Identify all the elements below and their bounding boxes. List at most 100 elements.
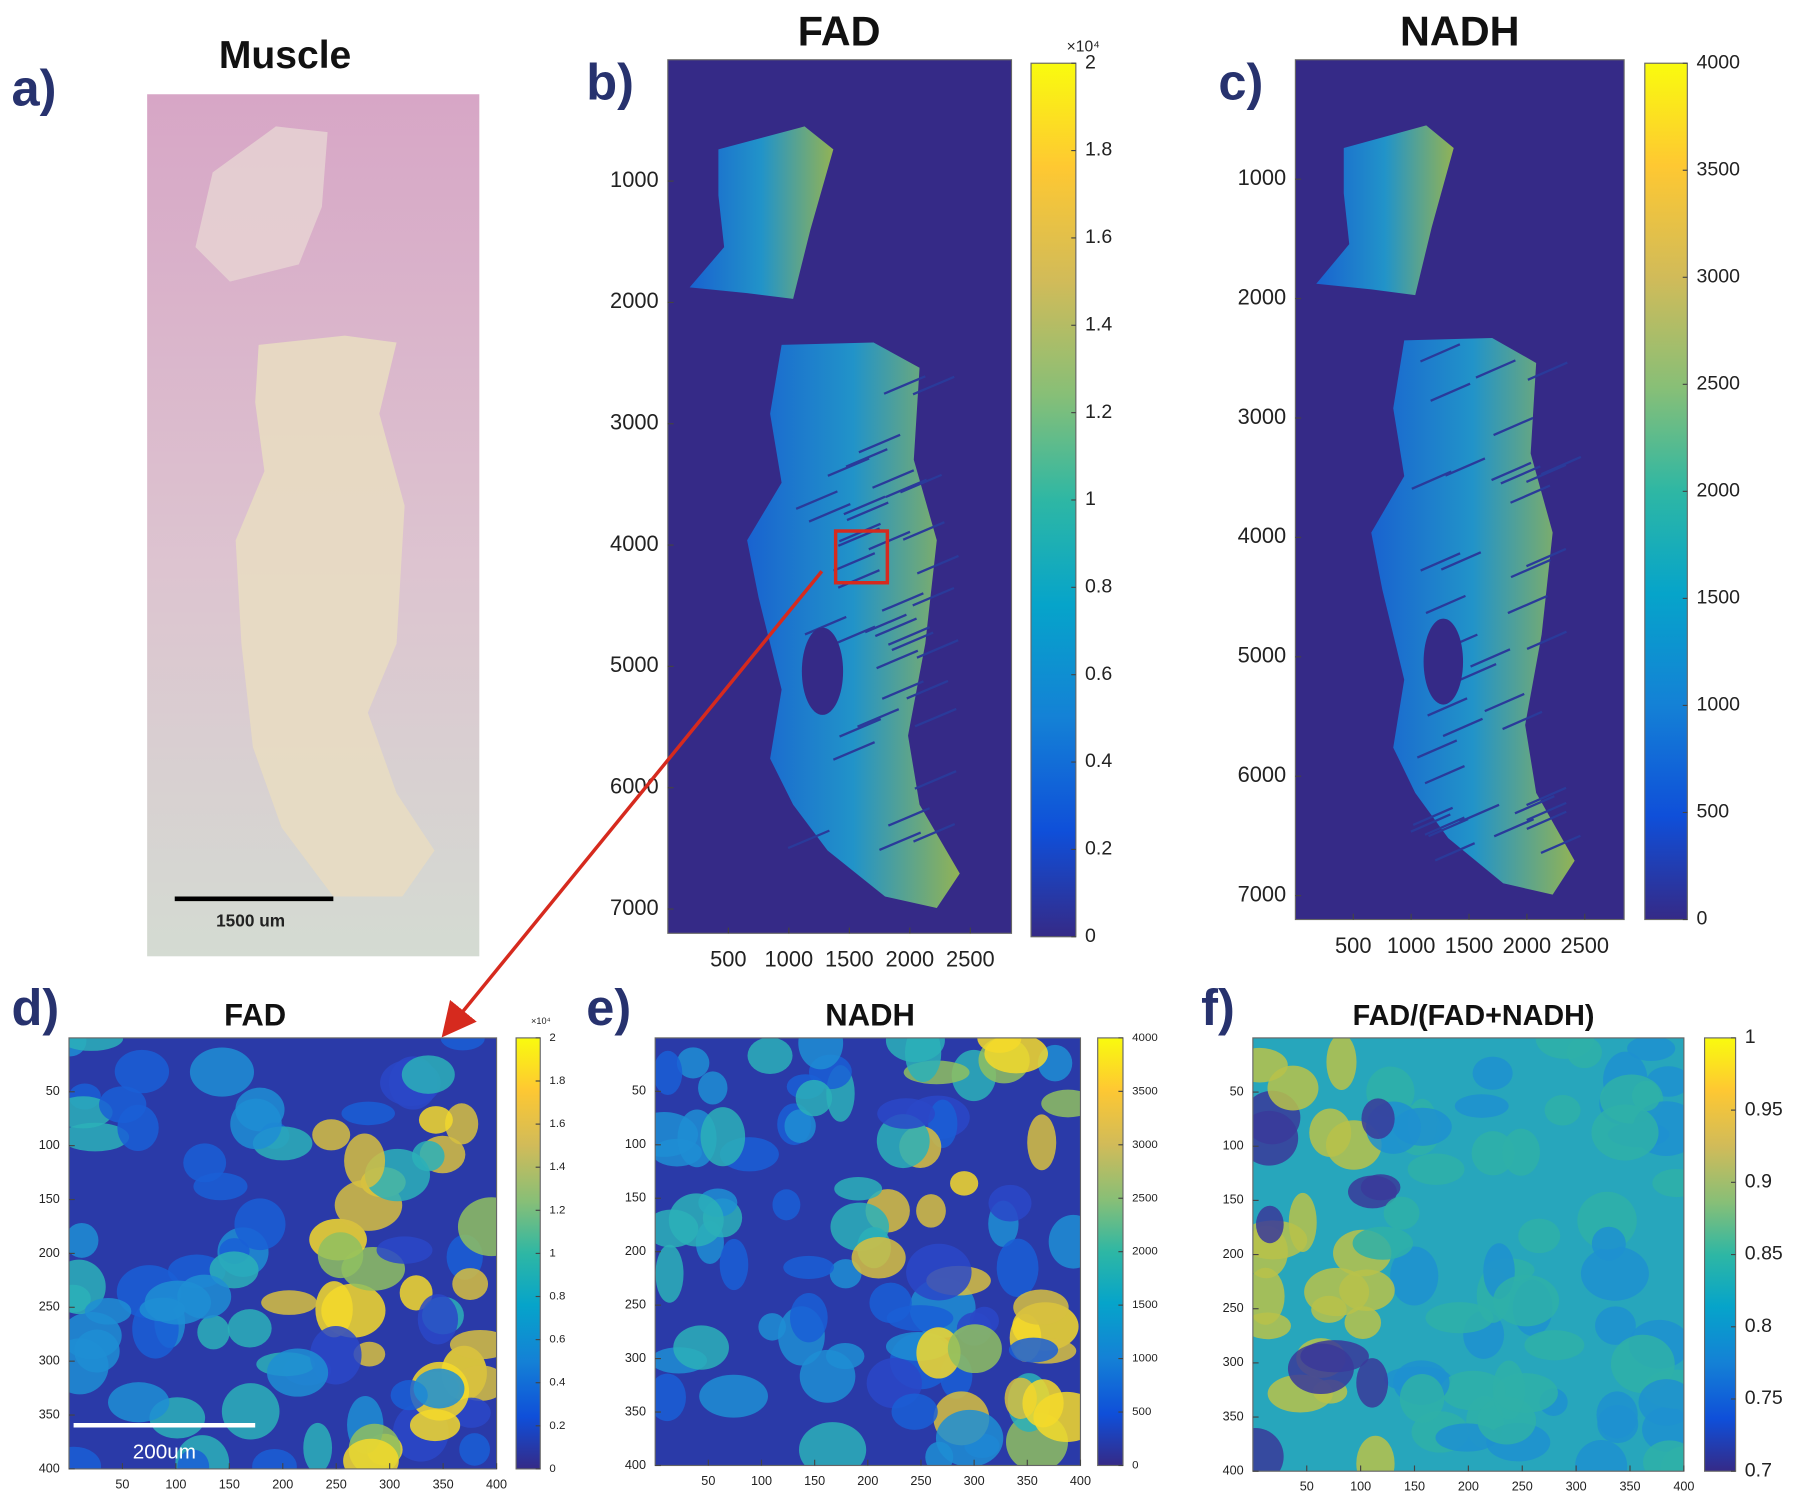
colorbar-tick-label: 1.4 (1085, 313, 1112, 335)
y-tick-label: 50 (1230, 1084, 1244, 1098)
y-tick-label: 100 (625, 1137, 646, 1151)
fiber (1344, 1306, 1382, 1339)
fiber-edge (1419, 343, 1461, 363)
x-tick-label: 250 (910, 1474, 931, 1488)
fiber-edge (902, 521, 945, 541)
colorbar-tick-label: 4000 (1132, 1032, 1158, 1044)
colorbar-tick-label: 1 (1745, 1026, 1756, 1048)
x-tick-label: 500 (1335, 933, 1371, 958)
x-tick-label: 250 (326, 1477, 347, 1491)
fiber-edge (787, 829, 830, 850)
fiber (795, 1079, 833, 1117)
panel-label: d) (12, 979, 60, 1036)
colorbar-tick-label: 1000 (1697, 694, 1741, 716)
fiber-edge (827, 457, 870, 477)
fiber-edge (1526, 630, 1567, 650)
x-tick-label: 1000 (1387, 933, 1436, 958)
tissue (689, 126, 834, 299)
y-tick-label: 5000 (610, 652, 659, 677)
fiber-edge (1430, 382, 1471, 402)
colorbar-tick-label: 3000 (1697, 265, 1741, 287)
fiber (68, 1446, 102, 1469)
y-tick-label: 6000 (1238, 762, 1287, 787)
x-tick-label: 350 (433, 1477, 454, 1491)
y-tick-label: 4000 (1238, 523, 1287, 548)
fiber (1048, 1214, 1081, 1269)
fiber-edge (804, 615, 847, 636)
fiber (1610, 1334, 1675, 1394)
fiber (1356, 1435, 1395, 1472)
fiber (317, 1232, 364, 1279)
y-tick-label: 250 (39, 1300, 60, 1314)
fiber (1518, 1218, 1561, 1254)
fiber (1440, 1370, 1506, 1411)
fiber-edge (1442, 717, 1483, 738)
colorbar-tick-label: 2500 (1132, 1192, 1158, 1204)
fiber-edge (1526, 786, 1567, 807)
colorbar-tick-label: 0.9 (1745, 1170, 1772, 1192)
y-tick-label: 200 (1223, 1247, 1244, 1261)
fiber (825, 1343, 865, 1370)
fiber (950, 1171, 979, 1196)
fiber-edge (868, 530, 911, 551)
fiber (1595, 1306, 1636, 1345)
x-tick-label: 350 (1017, 1474, 1038, 1488)
fiber-edge (1493, 818, 1535, 838)
axes-frame (1294, 59, 1625, 921)
colorbar-tick-label: 1000 (1132, 1353, 1158, 1365)
fiber (449, 1329, 497, 1360)
fiber-edge (839, 718, 882, 738)
fiber (655, 1050, 683, 1096)
fiber (1256, 1205, 1284, 1244)
fiber (783, 1255, 835, 1279)
colorbar-tick-label: 1500 (1697, 587, 1741, 609)
fiber (772, 1189, 801, 1221)
fiber-edge (1514, 795, 1555, 815)
fiber (1472, 1056, 1513, 1090)
colorbar-exponent: ×10⁴ (531, 1016, 551, 1026)
colorbar-tick-label: 0.6 (549, 1334, 565, 1346)
colorbar-tick-label: 0.4 (1085, 750, 1112, 772)
x-tick-label: 100 (1350, 1480, 1371, 1494)
colorbar (1703, 1037, 1737, 1472)
fiber-edge (906, 679, 949, 700)
x-tick-label: 2000 (1503, 933, 1552, 958)
fiber (99, 1086, 147, 1124)
fiber (1360, 1174, 1401, 1201)
panel-title: NADH (1400, 8, 1519, 54)
x-tick-label: 200 (272, 1477, 293, 1491)
y-tick-label: 7000 (610, 895, 659, 920)
image (68, 1037, 497, 1469)
image (1295, 59, 1625, 920)
tissue (235, 335, 435, 897)
fiber (183, 1143, 227, 1183)
x-tick-label: 400 (1673, 1480, 1694, 1494)
fiber-edge (833, 625, 876, 646)
tissue (747, 342, 960, 909)
fiber-edge (1444, 457, 1486, 477)
fiber-edge (916, 639, 959, 659)
colorbar-tick-label: 1.6 (1085, 226, 1112, 248)
y-tick-label: 350 (39, 1407, 60, 1421)
fiber (344, 1133, 386, 1189)
y-tick-label: 300 (625, 1351, 646, 1365)
fiber-edge (914, 770, 957, 790)
colorbar (1644, 62, 1688, 921)
fiber (1502, 1128, 1540, 1176)
fiber (1575, 1440, 1628, 1472)
colorbar-tick-label: 1.4 (549, 1161, 566, 1173)
fiber (1643, 1440, 1684, 1472)
fiber-edge (891, 631, 934, 652)
x-tick-label: 350 (1619, 1480, 1640, 1494)
colorbar-tick-label: 0 (1132, 1460, 1138, 1472)
hole (1423, 618, 1464, 705)
colorbar-tick-label: 1.2 (1085, 401, 1112, 423)
fiber (1652, 1168, 1684, 1198)
scale-bar-label: 1500 um (216, 910, 285, 930)
fiber-edge (1427, 697, 1468, 717)
fiber-edge (1526, 801, 1567, 822)
panel-title: FAD (224, 997, 286, 1032)
x-tick-label: 50 (1300, 1480, 1314, 1494)
x-tick-label: 1000 (765, 947, 814, 972)
fiber-edge (1410, 813, 1451, 833)
